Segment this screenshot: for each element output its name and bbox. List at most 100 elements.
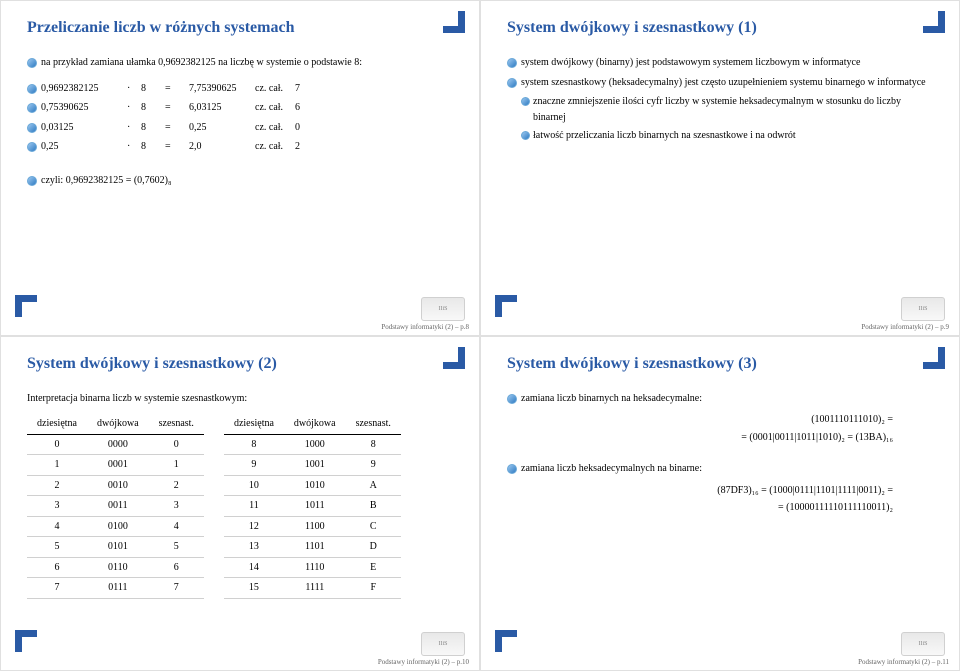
- corner-decoration-icon: [923, 347, 945, 369]
- table-cell: 1101: [284, 537, 346, 558]
- equation-text: (87DF3)₁₆ = (1000|0111|1101|1111|0011)₂ …: [507, 483, 933, 499]
- slide-title: System dwójkowy i szesnastkowy (2): [27, 355, 453, 373]
- page-footer: Podstawy informatyki (2) – p.11: [858, 658, 949, 666]
- table-cell: 14: [224, 557, 284, 578]
- calc-cell: cz. cał.: [255, 81, 295, 97]
- table-cell: 5: [149, 537, 204, 558]
- corner-decoration-icon: [495, 295, 517, 317]
- slide-2: System dwójkowy i szesnastkowy (1) syste…: [480, 0, 960, 336]
- table-cell: 0101: [87, 537, 149, 558]
- table-cell: 0010: [87, 475, 149, 496]
- table-header: szesnast.: [149, 414, 204, 434]
- calc-cell: 2,0: [189, 139, 255, 155]
- table-row: 501015 131101D: [27, 537, 401, 558]
- table-cell: 4: [149, 516, 204, 537]
- calc-cell: 8: [141, 100, 165, 116]
- table-row: 701117151111F: [27, 578, 401, 599]
- table-cell: C: [346, 516, 401, 537]
- calc-row: 0,9692382125·8=7,75390625cz. cał.7: [27, 81, 453, 97]
- calc-cell: cz. cał.: [255, 120, 295, 136]
- table-cell: 0001: [87, 455, 149, 476]
- table-cell: 3: [27, 496, 87, 517]
- corner-decoration-icon: [495, 630, 517, 652]
- table-cell: 2: [27, 475, 87, 496]
- equation-text: = (0001|0011|1011|1010)₂ = (13BA)₁₆: [507, 430, 933, 446]
- calc-row: 0,03125·8=0,25cz. cał.0: [27, 120, 453, 136]
- table-cell: D: [346, 537, 401, 558]
- page-footer: Podstawy informatyki (2) – p.8: [381, 323, 469, 331]
- calc-row: 0,75390625·8=6,03125cz. cał.6: [27, 100, 453, 116]
- bullet-text: zamiana liczb heksadecymalnych na binarn…: [507, 461, 933, 477]
- conversion-table: dziesiętnadwójkowaszesnast.dziesiętnadwó…: [27, 414, 401, 599]
- calc-cell: 0,03125: [41, 120, 127, 136]
- corner-decoration-icon: [923, 11, 945, 33]
- calc-cell: 2: [295, 139, 315, 155]
- bullet-text: system dwójkowy (binarny) jest podstawow…: [507, 55, 933, 71]
- calc-cell: 0,75390625: [41, 100, 127, 116]
- table-cell: 1: [27, 455, 87, 476]
- table-cell: 8: [346, 434, 401, 455]
- logo-icon: IIiS: [421, 297, 465, 321]
- calc-cell: ·: [127, 120, 141, 136]
- bullet-text: system szesnastkowy (heksadecymalny) jes…: [507, 75, 933, 91]
- calc-cell: cz. cał.: [255, 100, 295, 116]
- table-row: 401004121100C: [27, 516, 401, 537]
- calc-cell: 6: [295, 100, 315, 116]
- table-cell: 1100: [284, 516, 346, 537]
- calc-cell: 6,03125: [189, 100, 255, 116]
- table-cell: 15: [224, 578, 284, 599]
- table-row: 000000810008: [27, 434, 401, 455]
- calc-cell: 8: [141, 139, 165, 155]
- calc-cell: cz. cał.: [255, 139, 295, 155]
- table-cell: 2: [149, 475, 204, 496]
- logo-icon: IIiS: [901, 632, 945, 656]
- table-cell: 9: [224, 455, 284, 476]
- table-cell: 6: [149, 557, 204, 578]
- calc-cell: =: [165, 120, 189, 136]
- calc-cell: =: [165, 100, 189, 116]
- table-row: 300113111011B: [27, 496, 401, 517]
- table-cell: 13: [224, 537, 284, 558]
- table-cell: 0011: [87, 496, 149, 517]
- logo-icon: IIiS: [901, 297, 945, 321]
- table-cell: 0110: [87, 557, 149, 578]
- table-cell: 12: [224, 516, 284, 537]
- slide-title: System dwójkowy i szesnastkowy (1): [507, 19, 933, 37]
- intro-text: na przykład zamiana ułamka 0,9692382125 …: [27, 55, 453, 71]
- result-text: czyli: 0,9692382125 = (0,7602)₈: [27, 173, 453, 189]
- table-cell: 11: [224, 496, 284, 517]
- table-cell: E: [346, 557, 401, 578]
- table-cell: 1011: [284, 496, 346, 517]
- calc-cell: 0,9692382125: [41, 81, 127, 97]
- calc-cell: 0: [295, 120, 315, 136]
- logo-icon: IIiS: [421, 632, 465, 656]
- table-header: szesnast.: [346, 414, 401, 434]
- table-cell: 7: [27, 578, 87, 599]
- table-cell: 5: [27, 537, 87, 558]
- table-cell: 7: [149, 578, 204, 599]
- calc-cell: 0,25: [189, 120, 255, 136]
- table-cell: 8: [224, 434, 284, 455]
- subbullet-text: łatwość przeliczania liczb binarnych na …: [507, 128, 933, 144]
- table-cell: 6: [27, 557, 87, 578]
- table-cell: 1: [149, 455, 204, 476]
- table-cell: 0111: [87, 578, 149, 599]
- calc-cell: ·: [127, 100, 141, 116]
- table-cell: F: [346, 578, 401, 599]
- calc-cell: 8: [141, 120, 165, 136]
- intro-text: Interpretacja binarna liczb w systemie s…: [27, 391, 453, 407]
- table-cell: 1000: [284, 434, 346, 455]
- calc-cell: ·: [127, 81, 141, 97]
- corner-decoration-icon: [15, 295, 37, 317]
- equation-text: = (10000111110111110011)₂: [507, 500, 933, 516]
- table-row: 100011910019: [27, 455, 401, 476]
- table-cell: A: [346, 475, 401, 496]
- calc-cell: 0,25: [41, 139, 127, 155]
- calc-cell: 7,75390625: [189, 81, 255, 97]
- equation-text: (1001110111010)₂ =: [507, 412, 933, 428]
- calc-cell: =: [165, 81, 189, 97]
- table-header: dziesiętna: [27, 414, 87, 434]
- calc-cell: 8: [141, 81, 165, 97]
- table-cell: 1110: [284, 557, 346, 578]
- table-header: dziesiętna: [224, 414, 284, 434]
